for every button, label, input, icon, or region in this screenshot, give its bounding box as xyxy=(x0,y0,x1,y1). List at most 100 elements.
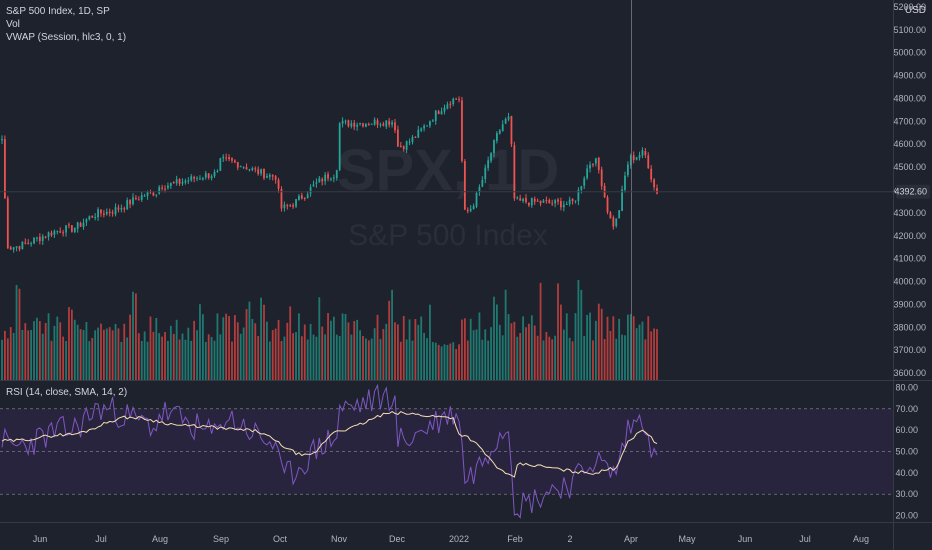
price-candle xyxy=(199,178,201,180)
volume-bar xyxy=(100,323,102,380)
time-tick-label: Dec xyxy=(389,534,406,544)
volume-bar xyxy=(155,317,158,380)
time-tick-label: Jul xyxy=(95,534,107,544)
volume-bar xyxy=(455,349,458,380)
price-candle xyxy=(635,157,638,160)
vwap-legend[interactable]: VWAP (Session, hlc3, 0, 1) xyxy=(6,32,127,43)
volume-bar xyxy=(146,341,149,380)
price-candle xyxy=(254,168,257,170)
price-candle xyxy=(216,171,219,173)
volume-bar xyxy=(330,320,332,380)
price-candle xyxy=(440,111,443,115)
volume-bar xyxy=(397,324,399,380)
time-tick-label: 2 xyxy=(567,534,572,544)
volume-bar xyxy=(469,318,472,380)
volume-bar xyxy=(6,338,9,380)
rsi-legend[interactable]: RSI (14, close, SMA, 14, 2) xyxy=(6,387,128,398)
price-candle xyxy=(277,179,280,189)
price-candle xyxy=(458,99,460,101)
price-candle xyxy=(140,195,143,200)
volume-bar xyxy=(594,320,597,380)
volume-bar xyxy=(102,329,105,380)
price-candle xyxy=(158,187,161,194)
price-candle xyxy=(190,176,193,181)
volume-bar xyxy=(260,297,262,380)
volume-bar xyxy=(519,332,522,380)
volume-bar xyxy=(50,340,53,380)
volume-bar xyxy=(586,314,589,380)
volume-bar xyxy=(193,320,196,380)
volume-bar xyxy=(490,327,492,380)
price-candle xyxy=(338,123,341,170)
volume-bar xyxy=(178,339,181,380)
price-candle xyxy=(324,174,327,182)
volume-bar xyxy=(335,334,338,380)
time-tick-label: Nov xyxy=(331,534,348,544)
volume-bar xyxy=(641,321,644,380)
volume-bar xyxy=(257,335,260,380)
volume-bar xyxy=(551,339,554,380)
price-candle xyxy=(274,176,277,180)
price-candle xyxy=(632,155,635,161)
price-candle xyxy=(545,199,548,201)
price-candle xyxy=(228,157,230,160)
price-candle xyxy=(210,176,213,179)
volume-bar xyxy=(219,334,222,380)
price-candle xyxy=(472,205,475,209)
volume-bar xyxy=(18,288,21,380)
volume-bar xyxy=(9,327,12,380)
volume-bar xyxy=(504,289,507,380)
price-candle xyxy=(411,137,414,142)
price-candle xyxy=(268,174,271,177)
volume-bar xyxy=(501,335,504,380)
price-candle xyxy=(394,122,396,131)
price-tick-label: 4000.00 xyxy=(893,277,926,287)
price-candle xyxy=(647,155,650,169)
price-candle xyxy=(487,160,490,169)
volume-bar xyxy=(306,339,309,380)
price-candle xyxy=(385,120,388,127)
volume-bar xyxy=(577,280,580,380)
volume-bar xyxy=(184,339,187,380)
price-candle xyxy=(178,179,181,184)
price-candle xyxy=(557,199,559,202)
price-candle xyxy=(292,205,295,207)
volume-bar xyxy=(600,308,603,380)
volume-bar xyxy=(129,314,131,380)
volume-bar xyxy=(274,328,277,380)
price-candle xyxy=(577,189,580,202)
volume-legend[interactable]: Vol xyxy=(6,19,20,30)
price-candle xyxy=(344,120,347,122)
price-candle xyxy=(528,202,530,206)
price-candle xyxy=(606,197,609,213)
volume-bar xyxy=(373,328,376,380)
volume-bar xyxy=(309,323,312,380)
price-candle xyxy=(321,179,324,182)
volume-bar xyxy=(36,317,38,380)
price-candle xyxy=(437,111,440,114)
price-candle xyxy=(248,169,251,171)
price-candle xyxy=(187,180,190,182)
price-candle xyxy=(551,203,554,205)
volume-bar xyxy=(557,283,559,380)
volume-bar xyxy=(216,313,219,380)
price-candle xyxy=(367,124,370,126)
volume-bar xyxy=(271,329,274,380)
volume-bar xyxy=(510,323,513,380)
price-candle xyxy=(251,168,254,171)
volume-bar xyxy=(4,330,6,380)
rsi-tick-label: 30.00 xyxy=(895,489,918,499)
price-candle xyxy=(629,155,632,166)
price-candle xyxy=(70,225,73,232)
price-candle xyxy=(24,242,27,244)
volume-bar xyxy=(632,316,635,380)
price-candle xyxy=(571,198,574,202)
volume-bar xyxy=(493,296,495,380)
symbol-legend[interactable]: S&P 500 Index, 1D, SP xyxy=(6,6,110,17)
volume-bar xyxy=(434,342,437,380)
time-tick-label: Apr xyxy=(624,534,638,544)
volume-bar xyxy=(201,314,204,380)
price-candle xyxy=(132,197,134,205)
